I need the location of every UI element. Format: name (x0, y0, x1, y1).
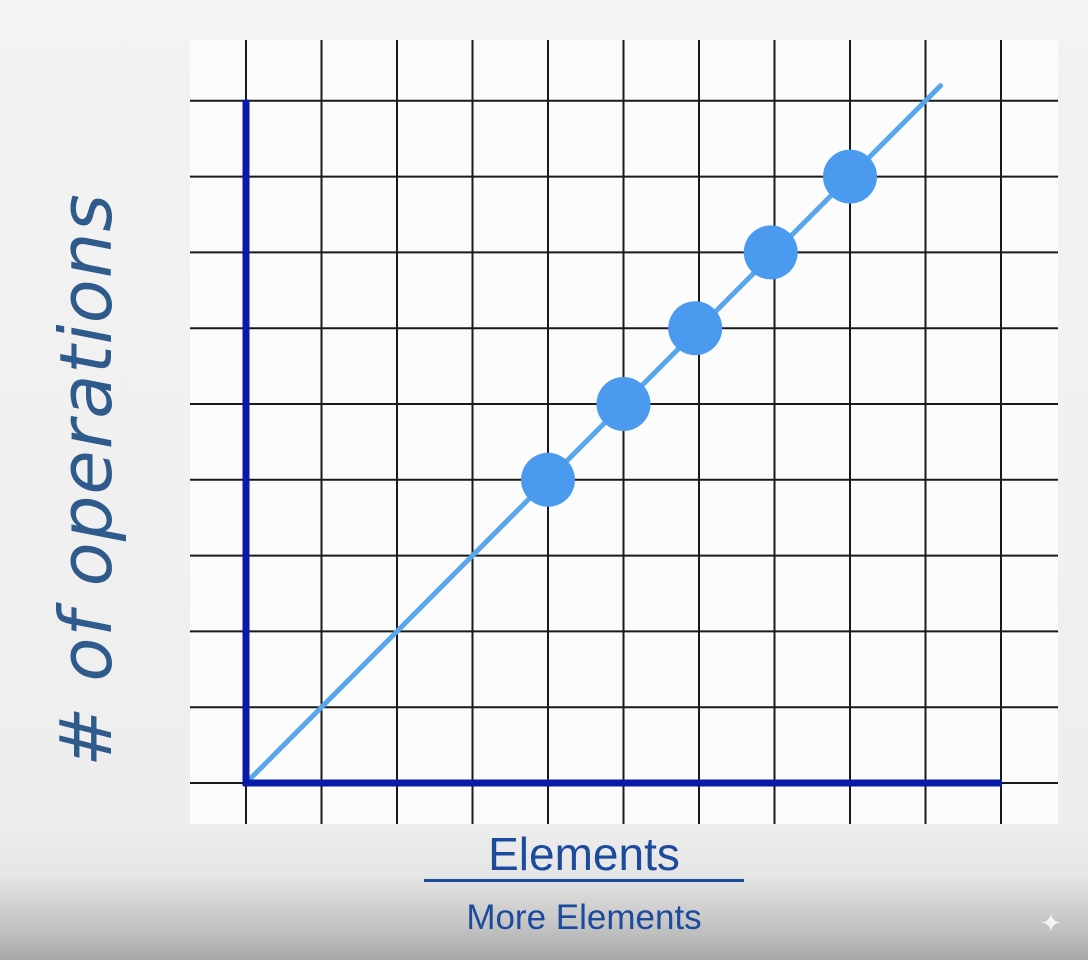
x-axis-label: Elements (488, 828, 680, 880)
sparkle-icon: ✦ (1040, 908, 1062, 938)
data-point-3 (668, 301, 723, 356)
data-point-1 (521, 452, 575, 507)
data-point-4 (743, 225, 798, 280)
y-axis-label: # of operations (44, 193, 128, 767)
x-axis-label-underline (424, 879, 744, 882)
data-point-2 (596, 377, 651, 431)
data-points (521, 149, 877, 507)
data-point-5 (823, 149, 877, 204)
trend-line (243, 83, 944, 786)
x-axis-sublabel: More Elements (466, 898, 702, 937)
chart-plot (190, 40, 1058, 824)
